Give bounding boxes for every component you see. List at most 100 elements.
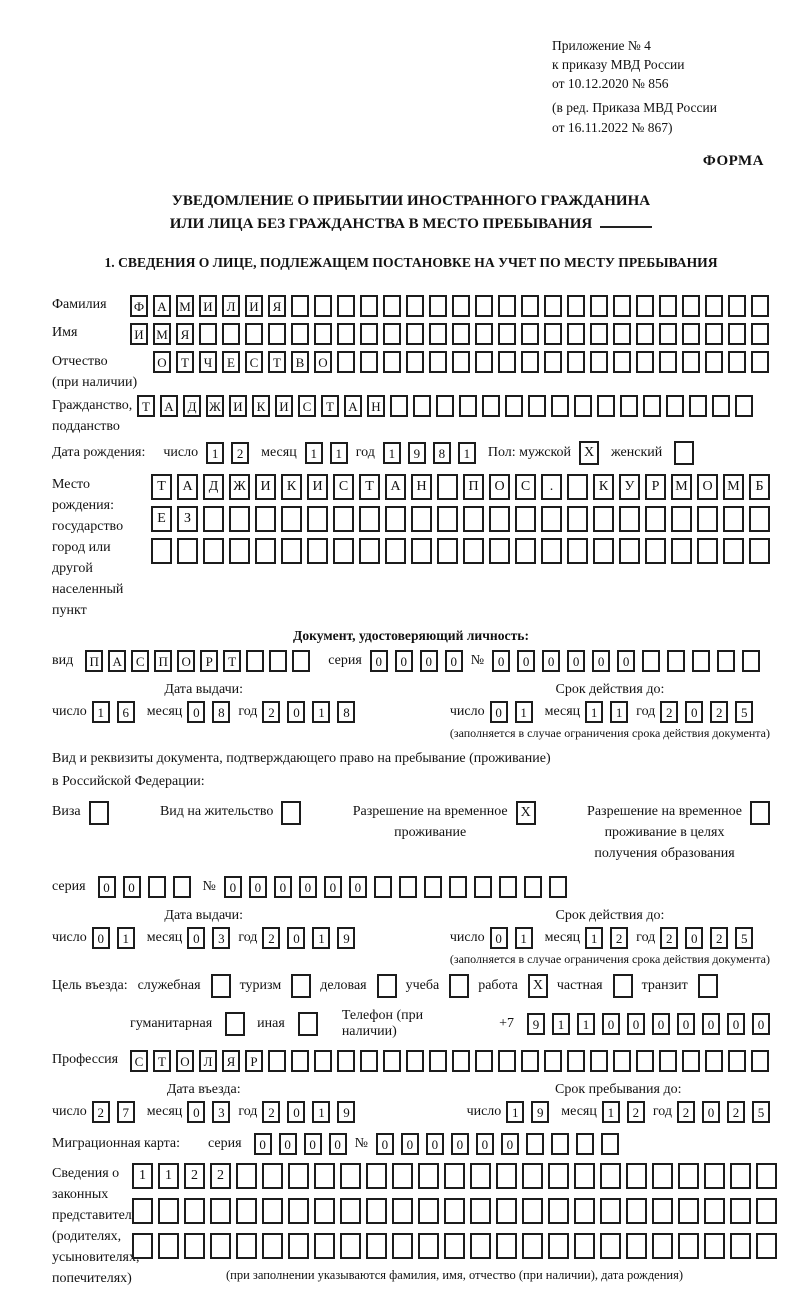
char-box[interactable]: [659, 323, 677, 346]
char-box[interactable]: 0: [348, 876, 367, 899]
char-box[interactable]: [452, 351, 470, 374]
char-box[interactable]: [449, 974, 470, 999]
char-box[interactable]: 0: [702, 1013, 720, 1036]
char-box[interactable]: 1: [585, 701, 604, 724]
char-box[interactable]: И: [275, 395, 293, 418]
char-box[interactable]: [692, 650, 711, 673]
char-box[interactable]: М: [153, 323, 171, 346]
char-box[interactable]: [730, 1233, 751, 1260]
char-box[interactable]: [184, 1198, 205, 1225]
char-box[interactable]: [728, 1050, 746, 1073]
char-box[interactable]: [307, 538, 328, 565]
temp-residence-education-checkbox[interactable]: [749, 801, 770, 826]
char-box[interactable]: [314, 1198, 335, 1225]
char-box[interactable]: И: [245, 295, 263, 318]
char-box[interactable]: Р: [645, 474, 666, 501]
char-box[interactable]: [452, 295, 470, 318]
char-box[interactable]: 3: [212, 927, 231, 950]
char-box[interactable]: [413, 395, 431, 418]
char-box[interactable]: 1: [116, 927, 135, 950]
char-box[interactable]: [475, 351, 493, 374]
char-box[interactable]: 5: [752, 1101, 770, 1124]
char-box[interactable]: [593, 506, 614, 533]
char-box[interactable]: [262, 1163, 283, 1190]
purpose-transit-checkbox[interactable]: [697, 974, 718, 999]
char-box[interactable]: 2: [262, 927, 281, 950]
char-box[interactable]: [667, 650, 686, 673]
char-box[interactable]: Ж: [206, 395, 224, 418]
char-box[interactable]: [682, 351, 700, 374]
char-box[interactable]: 0: [567, 650, 586, 673]
char-box[interactable]: 0: [328, 1133, 347, 1156]
char-box[interactable]: [613, 351, 631, 374]
char-box[interactable]: [132, 1198, 153, 1225]
char-box[interactable]: 0: [677, 1013, 695, 1036]
char-box[interactable]: [158, 1233, 179, 1260]
char-box[interactable]: [437, 506, 458, 533]
char-box[interactable]: 0: [273, 876, 292, 899]
char-box[interactable]: [498, 876, 517, 899]
char-box[interactable]: [398, 876, 417, 899]
char-box[interactable]: [262, 1233, 283, 1260]
char-box[interactable]: [337, 323, 355, 346]
char-box[interactable]: 2: [727, 1101, 745, 1124]
char-box[interactable]: М: [671, 474, 692, 501]
char-box[interactable]: [515, 506, 536, 533]
char-box[interactable]: [600, 1233, 621, 1260]
sex-female-checkbox[interactable]: [674, 441, 695, 466]
char-box[interactable]: [482, 395, 500, 418]
char-box[interactable]: [678, 1198, 699, 1225]
char-box[interactable]: 2: [660, 701, 679, 724]
char-box[interactable]: [132, 1233, 153, 1260]
char-box[interactable]: 0: [187, 1101, 206, 1124]
char-box[interactable]: [210, 974, 231, 999]
char-box[interactable]: [678, 1233, 699, 1260]
char-box[interactable]: [452, 323, 470, 346]
char-box[interactable]: [268, 1050, 286, 1073]
char-box[interactable]: С: [298, 395, 316, 418]
char-box[interactable]: [742, 650, 761, 673]
char-box[interactable]: 2: [677, 1101, 695, 1124]
char-box[interactable]: [550, 1133, 569, 1156]
char-box[interactable]: [567, 1050, 585, 1073]
char-box[interactable]: [222, 323, 240, 346]
char-box[interactable]: [406, 351, 424, 374]
char-box[interactable]: 0: [685, 701, 704, 724]
char-box[interactable]: [682, 295, 700, 318]
char-box[interactable]: [523, 876, 542, 899]
char-box[interactable]: [515, 538, 536, 565]
birthplace-cells-row3[interactable]: [151, 538, 770, 565]
char-box[interactable]: Т: [137, 395, 155, 418]
char-box[interactable]: [671, 506, 692, 533]
char-box[interactable]: 2: [231, 442, 250, 465]
char-box[interactable]: [288, 1233, 309, 1260]
char-box[interactable]: 8: [212, 701, 231, 724]
char-box[interactable]: С: [515, 474, 536, 501]
char-box[interactable]: [590, 323, 608, 346]
char-box[interactable]: 1: [132, 1163, 153, 1190]
char-box[interactable]: [418, 1163, 439, 1190]
char-box[interactable]: 0: [702, 1101, 720, 1124]
char-box[interactable]: К: [281, 474, 302, 501]
char-box[interactable]: Н: [367, 395, 385, 418]
char-box[interactable]: [225, 1012, 246, 1037]
char-box[interactable]: 1: [514, 701, 533, 724]
char-box[interactable]: [705, 295, 723, 318]
char-box[interactable]: [636, 1050, 654, 1073]
char-box[interactable]: 9: [337, 1101, 356, 1124]
char-box[interactable]: [619, 506, 640, 533]
char-box[interactable]: [291, 295, 309, 318]
char-box[interactable]: 0: [450, 1133, 469, 1156]
char-box[interactable]: [730, 1163, 751, 1190]
char-box[interactable]: 0: [278, 1133, 297, 1156]
char-box[interactable]: [642, 650, 661, 673]
char-box[interactable]: 0: [369, 650, 388, 673]
char-box[interactable]: М: [723, 474, 744, 501]
char-box[interactable]: 1: [506, 1101, 525, 1124]
char-box[interactable]: Д: [183, 395, 201, 418]
char-box[interactable]: [470, 1163, 491, 1190]
